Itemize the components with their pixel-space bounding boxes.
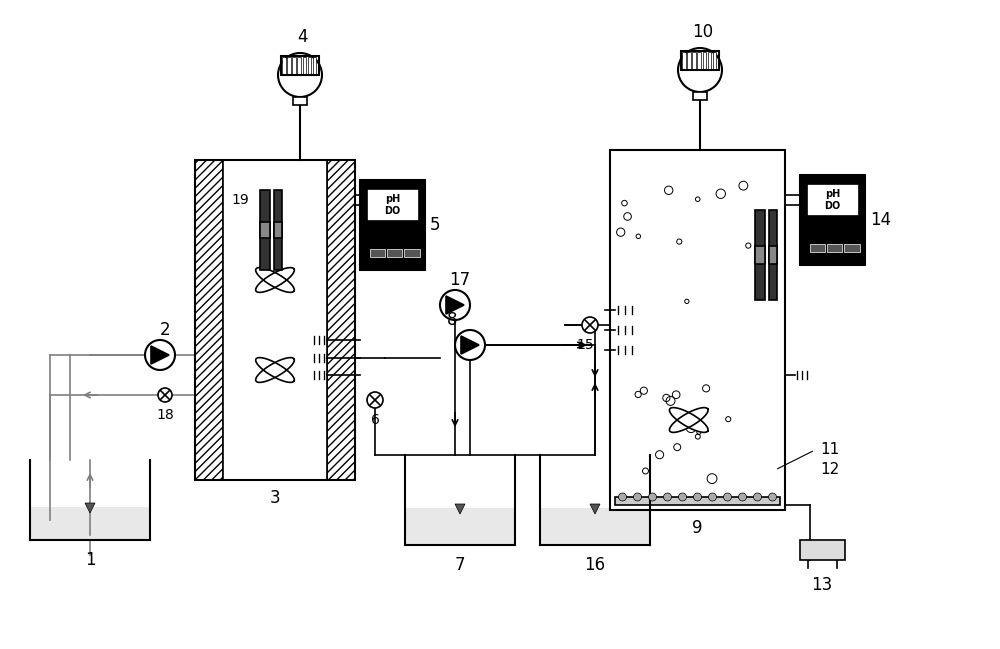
Circle shape <box>678 493 686 501</box>
Text: 18: 18 <box>156 408 174 422</box>
Text: pH
DO: pH DO <box>824 189 841 210</box>
Bar <box>844 244 860 252</box>
Circle shape <box>724 493 732 501</box>
Polygon shape <box>151 346 169 364</box>
Text: 7: 7 <box>455 556 465 574</box>
Text: 19: 19 <box>231 193 249 207</box>
Circle shape <box>664 493 672 501</box>
Bar <box>287 57 291 75</box>
Circle shape <box>634 493 642 501</box>
Text: 17: 17 <box>449 271 471 289</box>
Bar <box>800 175 865 265</box>
Circle shape <box>678 48 722 92</box>
Bar <box>282 57 286 75</box>
Text: 3: 3 <box>270 489 280 507</box>
Bar <box>195 160 355 480</box>
Bar <box>703 53 706 70</box>
Bar <box>360 180 425 270</box>
Circle shape <box>754 493 762 501</box>
Bar <box>313 57 316 75</box>
Bar <box>692 53 696 70</box>
Text: 16: 16 <box>584 556 606 574</box>
Bar <box>303 57 306 75</box>
Bar <box>281 56 319 75</box>
Text: 4: 4 <box>298 28 308 46</box>
Text: 11: 11 <box>820 443 839 458</box>
Bar <box>693 92 707 100</box>
Bar <box>755 246 765 264</box>
Text: 13: 13 <box>811 576 833 594</box>
Polygon shape <box>256 358 294 382</box>
Polygon shape <box>461 336 479 354</box>
Bar <box>827 244 842 252</box>
Bar <box>681 51 719 70</box>
Circle shape <box>455 330 485 360</box>
Bar <box>260 222 270 238</box>
Bar <box>31 507 149 539</box>
Circle shape <box>768 493 776 501</box>
Text: 1: 1 <box>85 551 95 569</box>
Text: 15: 15 <box>576 338 594 352</box>
Circle shape <box>145 340 175 370</box>
Bar <box>223 160 327 480</box>
Polygon shape <box>455 504 465 514</box>
Polygon shape <box>669 408 708 432</box>
Bar <box>292 57 296 75</box>
Bar <box>366 189 418 221</box>
Polygon shape <box>256 267 294 293</box>
Circle shape <box>648 493 656 501</box>
Text: 12: 12 <box>820 463 839 478</box>
Bar <box>806 184 858 215</box>
Bar <box>615 497 780 505</box>
Polygon shape <box>446 296 464 314</box>
Polygon shape <box>669 408 708 432</box>
Text: 10: 10 <box>692 23 714 41</box>
Circle shape <box>618 493 626 501</box>
Bar <box>610 150 785 510</box>
Bar <box>769 210 777 300</box>
Polygon shape <box>590 504 600 514</box>
Bar <box>800 540 845 560</box>
Polygon shape <box>256 267 294 293</box>
Bar <box>293 97 307 105</box>
Text: 14: 14 <box>870 211 891 229</box>
Bar <box>404 249 420 256</box>
Bar <box>260 190 270 270</box>
Circle shape <box>440 290 470 320</box>
Text: 9: 9 <box>692 519 703 537</box>
Circle shape <box>582 317 598 333</box>
Bar <box>682 53 686 70</box>
Circle shape <box>158 388 172 402</box>
Circle shape <box>708 493 716 501</box>
Bar <box>406 508 514 544</box>
Circle shape <box>694 493 702 501</box>
Text: 2: 2 <box>160 321 170 339</box>
Bar <box>755 210 765 300</box>
Bar <box>308 57 311 75</box>
Bar <box>274 222 282 238</box>
Bar <box>387 249 402 256</box>
Polygon shape <box>85 503 95 513</box>
Bar <box>195 160 223 480</box>
Bar <box>541 508 649 544</box>
Circle shape <box>367 392 383 408</box>
Bar <box>297 57 301 75</box>
Text: 5: 5 <box>430 216 440 234</box>
Bar <box>687 53 691 70</box>
Bar <box>708 53 711 70</box>
Bar <box>327 160 355 480</box>
Polygon shape <box>256 358 294 382</box>
Circle shape <box>278 53 322 97</box>
Circle shape <box>738 493 746 501</box>
Text: 8: 8 <box>447 311 457 329</box>
Bar <box>810 244 825 252</box>
Bar <box>713 53 716 70</box>
Bar <box>697 53 701 70</box>
Bar <box>370 249 385 256</box>
Bar <box>769 246 777 264</box>
Text: 6: 6 <box>371 413 379 427</box>
Bar <box>274 190 282 270</box>
Text: pH
DO: pH DO <box>384 194 401 215</box>
